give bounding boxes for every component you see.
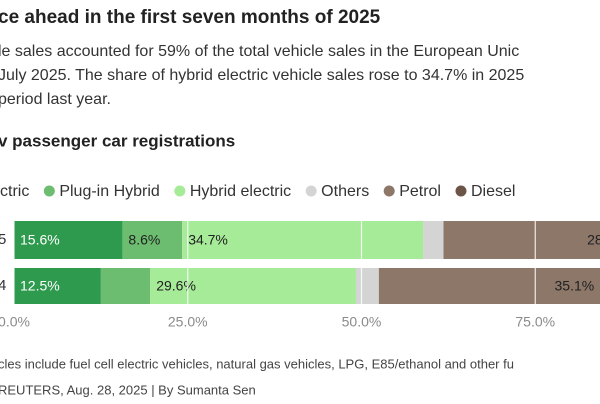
bar-segment: [100, 268, 151, 304]
bar-segment: [182, 221, 424, 259]
value-label: 35.1%: [555, 278, 595, 294]
x-tick-label: 25.0%: [168, 314, 208, 330]
bar-segment: [378, 268, 600, 304]
legend-marker: [383, 185, 395, 197]
bar-segment: [14, 268, 101, 304]
value-label: 34.7%: [188, 232, 228, 248]
subtitle-line: period last year.: [0, 91, 111, 108]
value-label: 8.6%: [128, 232, 160, 248]
chart-heading: v passenger car registrations: [0, 131, 235, 150]
legend-marker: [455, 185, 467, 197]
source: REUTERS, Aug. 28, 2025 | By Sumanta Sen: [0, 382, 256, 397]
legend-marker: [305, 185, 317, 197]
legend-marker: [43, 185, 55, 197]
bar-segment: [355, 268, 379, 304]
x-tick-label: 75.0%: [515, 314, 555, 330]
legend-label: Petrol: [399, 183, 441, 200]
value-label: 28.7%: [587, 232, 600, 248]
legend-label: Others: [321, 183, 369, 200]
x-tick-label: 50.0%: [342, 314, 382, 330]
bar-segment: [150, 268, 356, 304]
value-label: 12.5%: [20, 278, 60, 294]
category-label: 4: [0, 277, 6, 294]
legend-label: Plug-in Hybrid: [59, 183, 159, 200]
legend-label: ctric: [0, 183, 29, 200]
legend-label: Diesel: [471, 183, 515, 200]
bar-segment: [443, 221, 600, 259]
subtitle-line: le sales accounted for 59% of the total …: [0, 43, 519, 60]
bar-segment: [423, 221, 444, 259]
chart-title: ce ahead in the first seven months of 20…: [0, 7, 381, 28]
subtitle-line: July 2025. The share of hybrid electric …: [0, 67, 524, 84]
bar-segment: [122, 221, 183, 259]
x-tick-label: 0.0%: [0, 314, 30, 330]
category-label: 5: [0, 231, 6, 248]
value-label: 15.6%: [20, 232, 60, 248]
legend-marker: [174, 185, 186, 197]
note: cles include fuel cell electric vehicles…: [0, 356, 514, 371]
bar-segment: [14, 221, 123, 259]
value-label: 29.6%: [156, 278, 196, 294]
legend-label: Hybrid electric: [190, 183, 291, 200]
